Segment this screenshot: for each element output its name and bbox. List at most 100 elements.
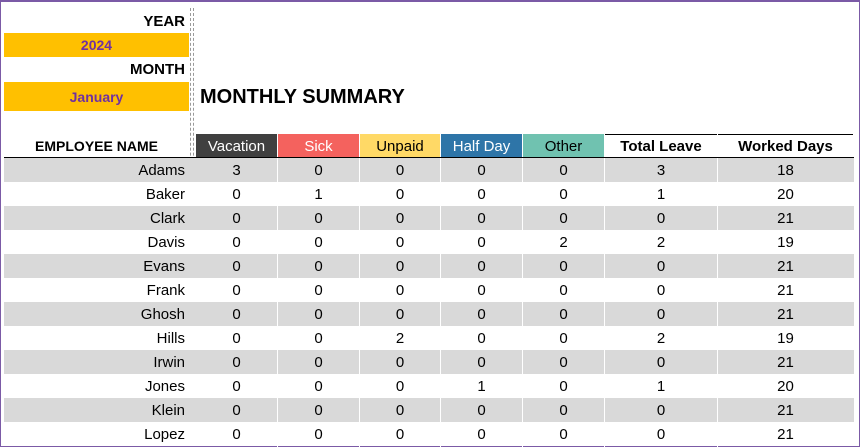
cell-vacation[interactable]: 0 bbox=[232, 281, 241, 299]
cell-worked-days[interactable]: 21 bbox=[777, 401, 794, 419]
table-row[interactable] bbox=[4, 302, 854, 326]
cell-vacation[interactable]: 0 bbox=[232, 329, 241, 347]
cell-other[interactable]: 0 bbox=[559, 185, 568, 203]
cell-other[interactable]: 0 bbox=[559, 281, 568, 299]
cell-half-day[interactable]: 0 bbox=[477, 353, 486, 371]
cell-vacation[interactable]: 0 bbox=[232, 401, 241, 419]
cell-vacation[interactable]: 0 bbox=[232, 425, 241, 443]
cell-vacation[interactable]: 0 bbox=[232, 377, 241, 395]
cell-unpaid[interactable]: 0 bbox=[395, 425, 405, 443]
cell-sick[interactable]: 0 bbox=[314, 305, 323, 323]
employee-name[interactable]: Evans bbox=[143, 257, 185, 275]
cell-total-leave[interactable]: 0 bbox=[656, 209, 666, 227]
cell-other[interactable]: 0 bbox=[559, 353, 568, 371]
cell-worked-days[interactable]: 21 bbox=[777, 353, 794, 371]
cell-other[interactable]: 0 bbox=[559, 161, 568, 179]
table-row[interactable] bbox=[4, 182, 854, 206]
cell-worked-days[interactable]: 19 bbox=[777, 233, 794, 251]
cell-unpaid[interactable]: 0 bbox=[395, 401, 405, 419]
table-row[interactable] bbox=[4, 350, 854, 374]
cell-other[interactable]: 0 bbox=[559, 401, 568, 419]
cell-unpaid[interactable]: 0 bbox=[395, 377, 405, 395]
cell-worked-days[interactable]: 21 bbox=[777, 425, 794, 443]
cell-half-day[interactable]: 0 bbox=[477, 233, 486, 251]
table-row[interactable] bbox=[4, 398, 854, 422]
cell-unpaid[interactable]: 0 bbox=[395, 305, 405, 323]
cell-half-day[interactable]: 1 bbox=[477, 377, 486, 395]
cell-worked-days[interactable]: 19 bbox=[777, 329, 794, 347]
cell-total-leave[interactable]: 1 bbox=[656, 377, 666, 395]
cell-unpaid[interactable]: 0 bbox=[395, 185, 405, 203]
table-row[interactable] bbox=[4, 158, 854, 182]
table-row[interactable] bbox=[4, 326, 854, 350]
cell-total-leave[interactable]: 2 bbox=[656, 233, 666, 251]
cell-worked-days[interactable]: 18 bbox=[777, 161, 794, 179]
cell-half-day[interactable]: 0 bbox=[477, 257, 486, 275]
cell-unpaid[interactable]: 0 bbox=[395, 281, 405, 299]
employee-name[interactable]: Adams bbox=[138, 161, 185, 179]
cell-unpaid[interactable]: 2 bbox=[395, 329, 405, 347]
month-input[interactable]: January bbox=[4, 82, 189, 111]
cell-sick[interactable]: 0 bbox=[314, 329, 323, 347]
cell-worked-days[interactable]: 21 bbox=[777, 305, 794, 323]
cell-half-day[interactable]: 0 bbox=[477, 209, 486, 227]
cell-unpaid[interactable]: 0 bbox=[395, 209, 405, 227]
employee-name[interactable]: Klein bbox=[151, 401, 185, 419]
cell-sick[interactable]: 0 bbox=[314, 353, 323, 371]
cell-worked-days[interactable]: 20 bbox=[777, 377, 794, 395]
cell-vacation[interactable]: 0 bbox=[232, 233, 241, 251]
table-row[interactable] bbox=[4, 254, 854, 278]
cell-sick[interactable]: 0 bbox=[314, 425, 323, 443]
employee-name[interactable]: Hills bbox=[156, 329, 185, 347]
cell-worked-days[interactable]: 21 bbox=[777, 209, 794, 227]
cell-unpaid[interactable]: 0 bbox=[395, 353, 405, 371]
table-row[interactable] bbox=[4, 230, 854, 254]
cell-sick[interactable]: 0 bbox=[314, 233, 323, 251]
cell-half-day[interactable]: 0 bbox=[477, 161, 486, 179]
cell-other[interactable]: 0 bbox=[559, 377, 568, 395]
cell-vacation[interactable]: 3 bbox=[232, 161, 241, 179]
cell-sick[interactable]: 0 bbox=[314, 281, 323, 299]
cell-total-leave[interactable]: 3 bbox=[656, 161, 666, 179]
cell-unpaid[interactable]: 0 bbox=[395, 161, 405, 179]
employee-name[interactable]: Davis bbox=[147, 233, 185, 251]
cell-vacation[interactable]: 0 bbox=[232, 257, 241, 275]
cell-sick[interactable]: 0 bbox=[314, 401, 323, 419]
cell-sick[interactable]: 0 bbox=[314, 377, 323, 395]
cell-sick[interactable]: 1 bbox=[314, 185, 323, 203]
table-row[interactable] bbox=[4, 206, 854, 230]
cell-unpaid[interactable]: 0 bbox=[395, 233, 405, 251]
table-row[interactable] bbox=[4, 374, 854, 398]
cell-total-leave[interactable]: 0 bbox=[656, 257, 666, 275]
cell-other[interactable]: 0 bbox=[559, 209, 568, 227]
cell-total-leave[interactable]: 0 bbox=[656, 401, 666, 419]
cell-total-leave[interactable]: 0 bbox=[656, 305, 666, 323]
cell-half-day[interactable]: 0 bbox=[477, 329, 486, 347]
cell-vacation[interactable]: 0 bbox=[232, 185, 241, 203]
cell-vacation[interactable]: 0 bbox=[232, 353, 241, 371]
employee-name[interactable]: Irwin bbox=[153, 353, 185, 371]
cell-unpaid[interactable]: 0 bbox=[395, 257, 405, 275]
cell-vacation[interactable]: 0 bbox=[232, 209, 241, 227]
table-row[interactable] bbox=[4, 278, 854, 302]
cell-half-day[interactable]: 0 bbox=[477, 305, 486, 323]
cell-sick[interactable]: 0 bbox=[314, 161, 323, 179]
cell-total-leave[interactable]: 0 bbox=[656, 281, 666, 299]
cell-other[interactable]: 2 bbox=[559, 233, 568, 251]
cell-other[interactable]: 0 bbox=[559, 257, 568, 275]
employee-name[interactable]: Ghosh bbox=[140, 305, 185, 323]
cell-half-day[interactable]: 0 bbox=[477, 281, 486, 299]
cell-total-leave[interactable]: 0 bbox=[656, 425, 666, 443]
cell-sick[interactable]: 0 bbox=[314, 257, 323, 275]
cell-other[interactable]: 0 bbox=[559, 305, 568, 323]
year-input[interactable]: 2024 bbox=[4, 33, 189, 57]
employee-name[interactable]: Jones bbox=[144, 377, 185, 395]
employee-name[interactable]: Lopez bbox=[144, 425, 185, 443]
cell-other[interactable]: 0 bbox=[559, 425, 568, 443]
employee-name[interactable]: Baker bbox=[145, 185, 185, 203]
cell-worked-days[interactable]: 21 bbox=[777, 281, 794, 299]
cell-half-day[interactable]: 0 bbox=[477, 425, 486, 443]
cell-vacation[interactable]: 0 bbox=[232, 305, 241, 323]
cell-sick[interactable]: 0 bbox=[314, 209, 323, 227]
table-row[interactable] bbox=[4, 422, 854, 446]
